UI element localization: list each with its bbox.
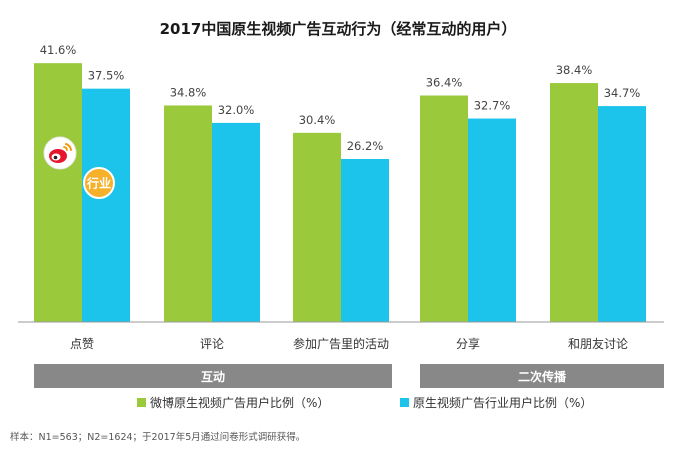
value-label-industry-0: 37.5% (88, 69, 125, 83)
industry-badge: 行业 (83, 167, 115, 199)
bar-weibo-3 (420, 95, 468, 322)
group-bar-1 (420, 364, 664, 388)
legend-swatch-industry (400, 398, 409, 407)
category-label-0: 点赞 (70, 337, 94, 351)
chart-title: 2017中国原生视频广告互动行为（经常互动的用户） (160, 20, 517, 38)
category-label-2: 参加广告里的活动 (293, 336, 389, 351)
group-bar-0 (34, 364, 392, 388)
weibo-logo-icon (43, 136, 77, 170)
value-label-weibo-0: 41.6% (40, 43, 77, 57)
bar-weibo-1 (164, 105, 212, 322)
category-label-1: 评论 (200, 337, 224, 351)
bar-weibo-2 (293, 132, 341, 322)
legend-label-industry: 原生视频广告行业用户比例（%） (413, 395, 592, 410)
footnote: 样本：N1=563；N2=1624；于2017年5月通过问卷形式调研获得。 (10, 431, 305, 443)
group-bars-layer: 互动 二次传播 (34, 364, 664, 388)
value-label-weibo-3: 36.4% (426, 76, 463, 90)
legend-label-weibo: 微博原生视频广告用户比例（%） (150, 395, 329, 410)
bar-industry-4 (598, 106, 646, 322)
value-label-weibo-4: 38.4% (556, 63, 593, 77)
bar-industry-2 (341, 158, 389, 322)
bar-weibo-0 (34, 63, 82, 323)
value-label-industry-4: 34.7% (604, 86, 641, 100)
bar-industry-0 (82, 88, 130, 323)
value-label-weibo-1: 34.8% (170, 85, 207, 99)
bar-industry-1 (212, 122, 260, 322)
bar-industry-3 (468, 118, 516, 323)
bars-layer (34, 63, 646, 323)
value-labels-layer: 41.6% 34.8% 30.4% 36.4% 38.4% 37.5% 32.0% 26.2%… (40, 43, 641, 153)
bar-weibo-4 (550, 83, 598, 322)
category-label-4: 和朋友讨论 (568, 337, 628, 351)
category-labels-layer: 点赞 评论 参加广告里的活动 分享 和朋友讨论 (70, 336, 628, 351)
value-label-industry-2: 26.2% (347, 139, 384, 153)
value-label-industry-3: 32.7% (474, 99, 511, 113)
category-label-3: 分享 (456, 336, 480, 351)
group-label-1: 二次传播 (518, 369, 567, 384)
legend-swatch-weibo (137, 398, 146, 407)
value-label-weibo-2: 30.4% (299, 113, 336, 127)
group-label-0: 互动 (201, 370, 225, 384)
legend: 微博原生视频广告用户比例（%） 原生视频广告行业用户比例（%） (137, 395, 592, 410)
industry-badge-label: 行业 (86, 176, 111, 191)
value-label-industry-1: 32.0% (218, 103, 255, 117)
